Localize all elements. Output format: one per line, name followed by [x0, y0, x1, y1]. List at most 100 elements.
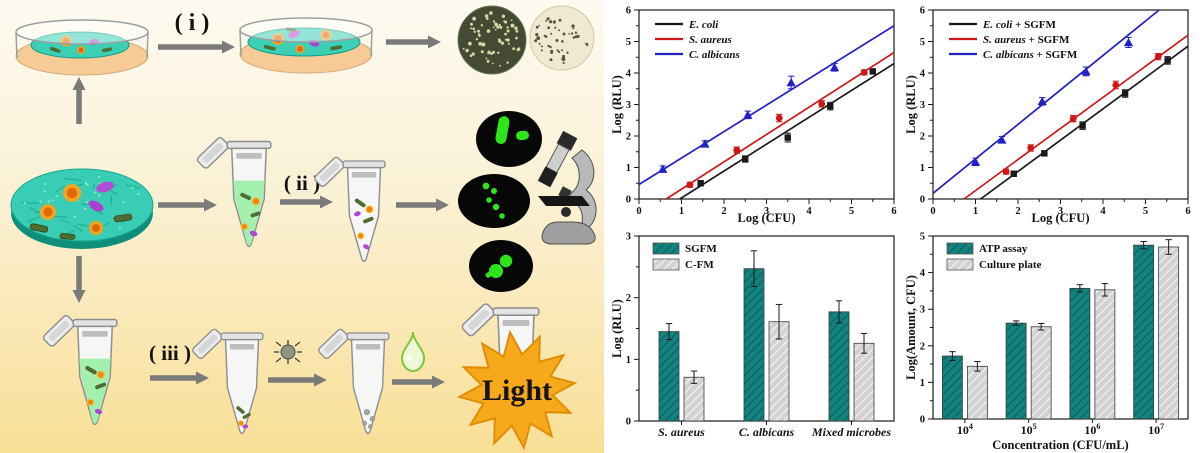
- data-point: [1069, 115, 1077, 123]
- droplet-icon: [400, 331, 426, 372]
- data-point: [1121, 90, 1129, 97]
- fluorescence-micrograph-rods: [476, 111, 542, 167]
- data-point: [1154, 53, 1162, 61]
- legend-label: C. albicans: [689, 49, 740, 61]
- y-tick-label: 3: [626, 100, 631, 111]
- bar: [941, 355, 963, 420]
- bar: [743, 268, 765, 422]
- data-point: [1079, 122, 1086, 129]
- bar: [1005, 322, 1027, 420]
- data-point: [1081, 66, 1091, 76]
- x-tick-label: 1: [679, 206, 684, 217]
- flow-arrow: [268, 373, 327, 387]
- y-tick-label: 1: [920, 163, 925, 174]
- flow-arrow: [72, 256, 86, 303]
- data-point: [658, 164, 668, 173]
- step3-label: ( iii ): [149, 341, 191, 365]
- bar: [853, 342, 875, 422]
- y-tick-label: 6: [920, 6, 925, 17]
- flow-arrow: [158, 198, 217, 212]
- legend-label: Culture plate: [979, 259, 1042, 271]
- step2-label-group: ( ii ): [284, 171, 320, 195]
- category-label: 104: [957, 422, 973, 437]
- y-tick-label: 0: [920, 195, 925, 206]
- y-tick-label: 1: [626, 355, 631, 366]
- category-label: 106: [1084, 422, 1100, 437]
- data-point: [786, 77, 796, 87]
- flow-arrow: [396, 198, 449, 212]
- bar: [1133, 244, 1155, 420]
- y-tick-label: 2: [626, 132, 631, 143]
- petri-dish-sample: [15, 19, 149, 76]
- fluorescence-micrograph-dots: [458, 174, 530, 228]
- x-axis-label: Log (CFU): [1032, 211, 1090, 225]
- microtube-lysate: [316, 327, 390, 435]
- bar: [1069, 287, 1091, 420]
- x-tick-label: 6: [891, 206, 896, 217]
- bar: [828, 311, 850, 422]
- data-point: [829, 62, 840, 72]
- x-tick-label: 6: [1185, 206, 1190, 217]
- y-axis-label: Log (RLU): [612, 75, 624, 134]
- step1-label: ( i ): [175, 10, 210, 36]
- y-tick-label: 5: [920, 232, 925, 243]
- fit-line: [932, 9, 1160, 194]
- flow-arrow: [72, 77, 86, 124]
- petri-dish-incubated: [239, 17, 373, 74]
- fit-line: [665, 51, 895, 200]
- x-tick-label: 4: [806, 206, 812, 217]
- flow-arrows: [72, 35, 449, 389]
- y-tick-label: 4: [920, 268, 926, 279]
- data-point: [686, 181, 694, 189]
- microtube-stained: [312, 155, 386, 263]
- x-axis-label: Log (CFU): [738, 211, 796, 225]
- flow-arrow: [150, 371, 209, 385]
- data-point: [742, 155, 749, 163]
- microscope-icon: [537, 130, 597, 245]
- y-tick-label: 3: [626, 232, 631, 243]
- y-tick-label: 3: [920, 100, 925, 111]
- data-point: [1123, 37, 1134, 47]
- flow-arrow: [392, 375, 445, 389]
- data-point: [784, 134, 791, 141]
- microtube-suspension: [195, 135, 272, 248]
- bar: [1030, 326, 1052, 420]
- y-tick-label: 3: [920, 305, 925, 316]
- category-label: Mixed microbes: [811, 425, 891, 439]
- x-tick-label: 2: [721, 206, 726, 217]
- legend-label: C. albicans + SGFM: [983, 49, 1078, 61]
- chart-calibration-curves: 0 1 2 3 4 5 6 0 1 2 3 4 5 6 Log (CFU) Log (RLU) E. coli S…: [610, 0, 906, 226]
- flow-arrow: [158, 40, 235, 54]
- x-tick-label: 5: [849, 206, 854, 217]
- data-point: [1010, 170, 1017, 177]
- category-label: 107: [1148, 422, 1164, 437]
- category-label: C. albicans: [739, 425, 795, 439]
- x-tick-label: 3: [1058, 206, 1063, 217]
- y-tick-label: 2: [920, 132, 925, 143]
- step3-label-group: ( iii ): [149, 341, 191, 365]
- data-point: [860, 68, 868, 76]
- light-label: Light: [482, 374, 552, 407]
- agar-plate-dark: [457, 5, 527, 75]
- schematic-panel: ( i ): [0, 0, 604, 453]
- bug-icon: [274, 340, 302, 364]
- data-point: [1041, 150, 1048, 157]
- x-tick-label: 5: [1143, 206, 1148, 217]
- y-tick-label: 4: [626, 69, 632, 80]
- microtube-pellet: [190, 327, 264, 435]
- data-point: [827, 102, 834, 110]
- data-point: [1027, 144, 1035, 152]
- data-point: [1002, 168, 1010, 175]
- x-tick-label: 1: [973, 206, 978, 217]
- data-point: [775, 114, 783, 122]
- bar-cfu: 0 1 2 3 4 5 104 105 106 107 Concentration (CFU/mL)…: [904, 232, 1189, 452]
- y-tick-label: 0: [920, 415, 925, 426]
- legend-label: E. coli + SGFM: [982, 19, 1057, 31]
- legend-label: SGFM: [685, 243, 717, 255]
- disc-microbes: [29, 181, 133, 240]
- data-point: [1112, 81, 1120, 89]
- chart-sgfm-vs-cfm: 0 1 2 3 S. aureus C. albicans Mixed microbes Lo…: [610, 227, 906, 453]
- legend-swatch: [652, 258, 680, 271]
- legend-label: E. coli: [688, 19, 719, 31]
